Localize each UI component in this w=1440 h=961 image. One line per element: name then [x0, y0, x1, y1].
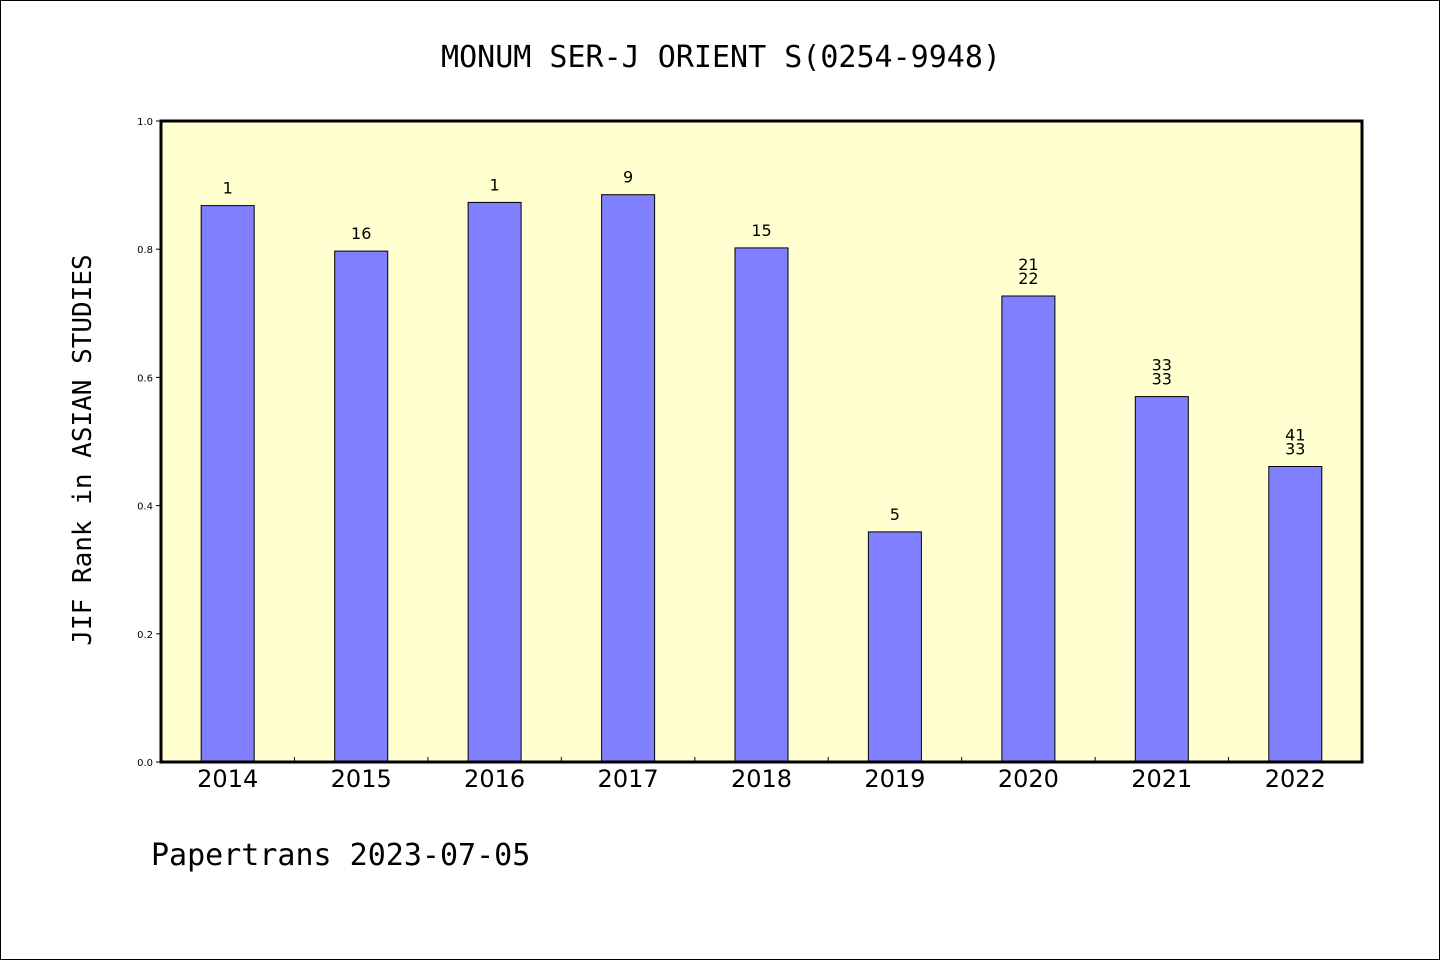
bar-2020 — [1001, 295, 1056, 763]
x-tick-label-2022: 2022 — [1265, 765, 1326, 793]
y-tick-label-0.4: 0.4 — [137, 502, 153, 513]
y-axis-ticks: 0.0 0.2 0.4 0.6 0.8 1.0 — [137, 117, 161, 769]
bar-label-2016: 1 — [490, 175, 500, 194]
y-axis-label: JIF Rank in ASIAN STUDIES — [68, 254, 98, 645]
bar-label-2014: 1 — [223, 179, 233, 198]
bar-label-2022-2: 33 — [1285, 440, 1305, 459]
bar-2019 — [867, 531, 922, 763]
bar-label-2017: 9 — [623, 168, 633, 187]
bar-2014 — [200, 205, 255, 763]
bar-label-2022-1: 41 — [1285, 426, 1305, 445]
x-tick-label-2020: 2020 — [998, 765, 1059, 793]
y-tick-label-1.0: 1.0 — [137, 117, 153, 128]
x-tick-label-2015: 2015 — [331, 765, 392, 793]
x-tick-label-2021: 2021 — [1131, 765, 1192, 793]
y-tick-label-0.6: 0.6 — [137, 373, 153, 384]
bar-2015 — [334, 250, 389, 763]
bar-label-2015: 16 — [351, 224, 371, 243]
footer-text: Papertrans 2023-07-05 — [151, 838, 530, 873]
plot-border — [159, 119, 1364, 764]
bar-label-2018: 15 — [751, 221, 771, 240]
bar-label-2021-2: 33 — [1152, 370, 1172, 389]
bar-label-2021-1: 33 — [1152, 356, 1172, 375]
bar-label-2020-2: 22 — [1018, 269, 1038, 288]
x-tick-label-2017: 2017 — [598, 765, 659, 793]
bar-2018 — [734, 247, 789, 763]
bar-2022 — [1268, 466, 1323, 763]
x-tick-label-2016: 2016 — [464, 765, 525, 793]
bar-2021 — [1134, 396, 1189, 763]
y-tick-label-0.2: 0.2 — [137, 630, 153, 641]
x-tick-label-2019: 2019 — [864, 765, 925, 793]
chart-title: MONUM SER-J ORIENT S(0254-9948) — [441, 40, 1001, 75]
x-axis-ticks: 2014 2015 2016 2017 2018 2019 2020 2021 2022 — [197, 757, 1326, 793]
x-tick-label-2014: 2014 — [197, 765, 258, 793]
bar-2017 — [601, 194, 656, 763]
y-tick-label-0.8: 0.8 — [137, 245, 153, 256]
bar-label-2019: 5 — [890, 505, 900, 524]
bar-2016 — [467, 201, 522, 763]
y-tick-label-0.0: 0.0 — [137, 758, 153, 769]
bar-label-2020-1: 21 — [1018, 255, 1038, 274]
x-tick-label-2018: 2018 — [731, 765, 792, 793]
bars-group — [200, 194, 1323, 763]
